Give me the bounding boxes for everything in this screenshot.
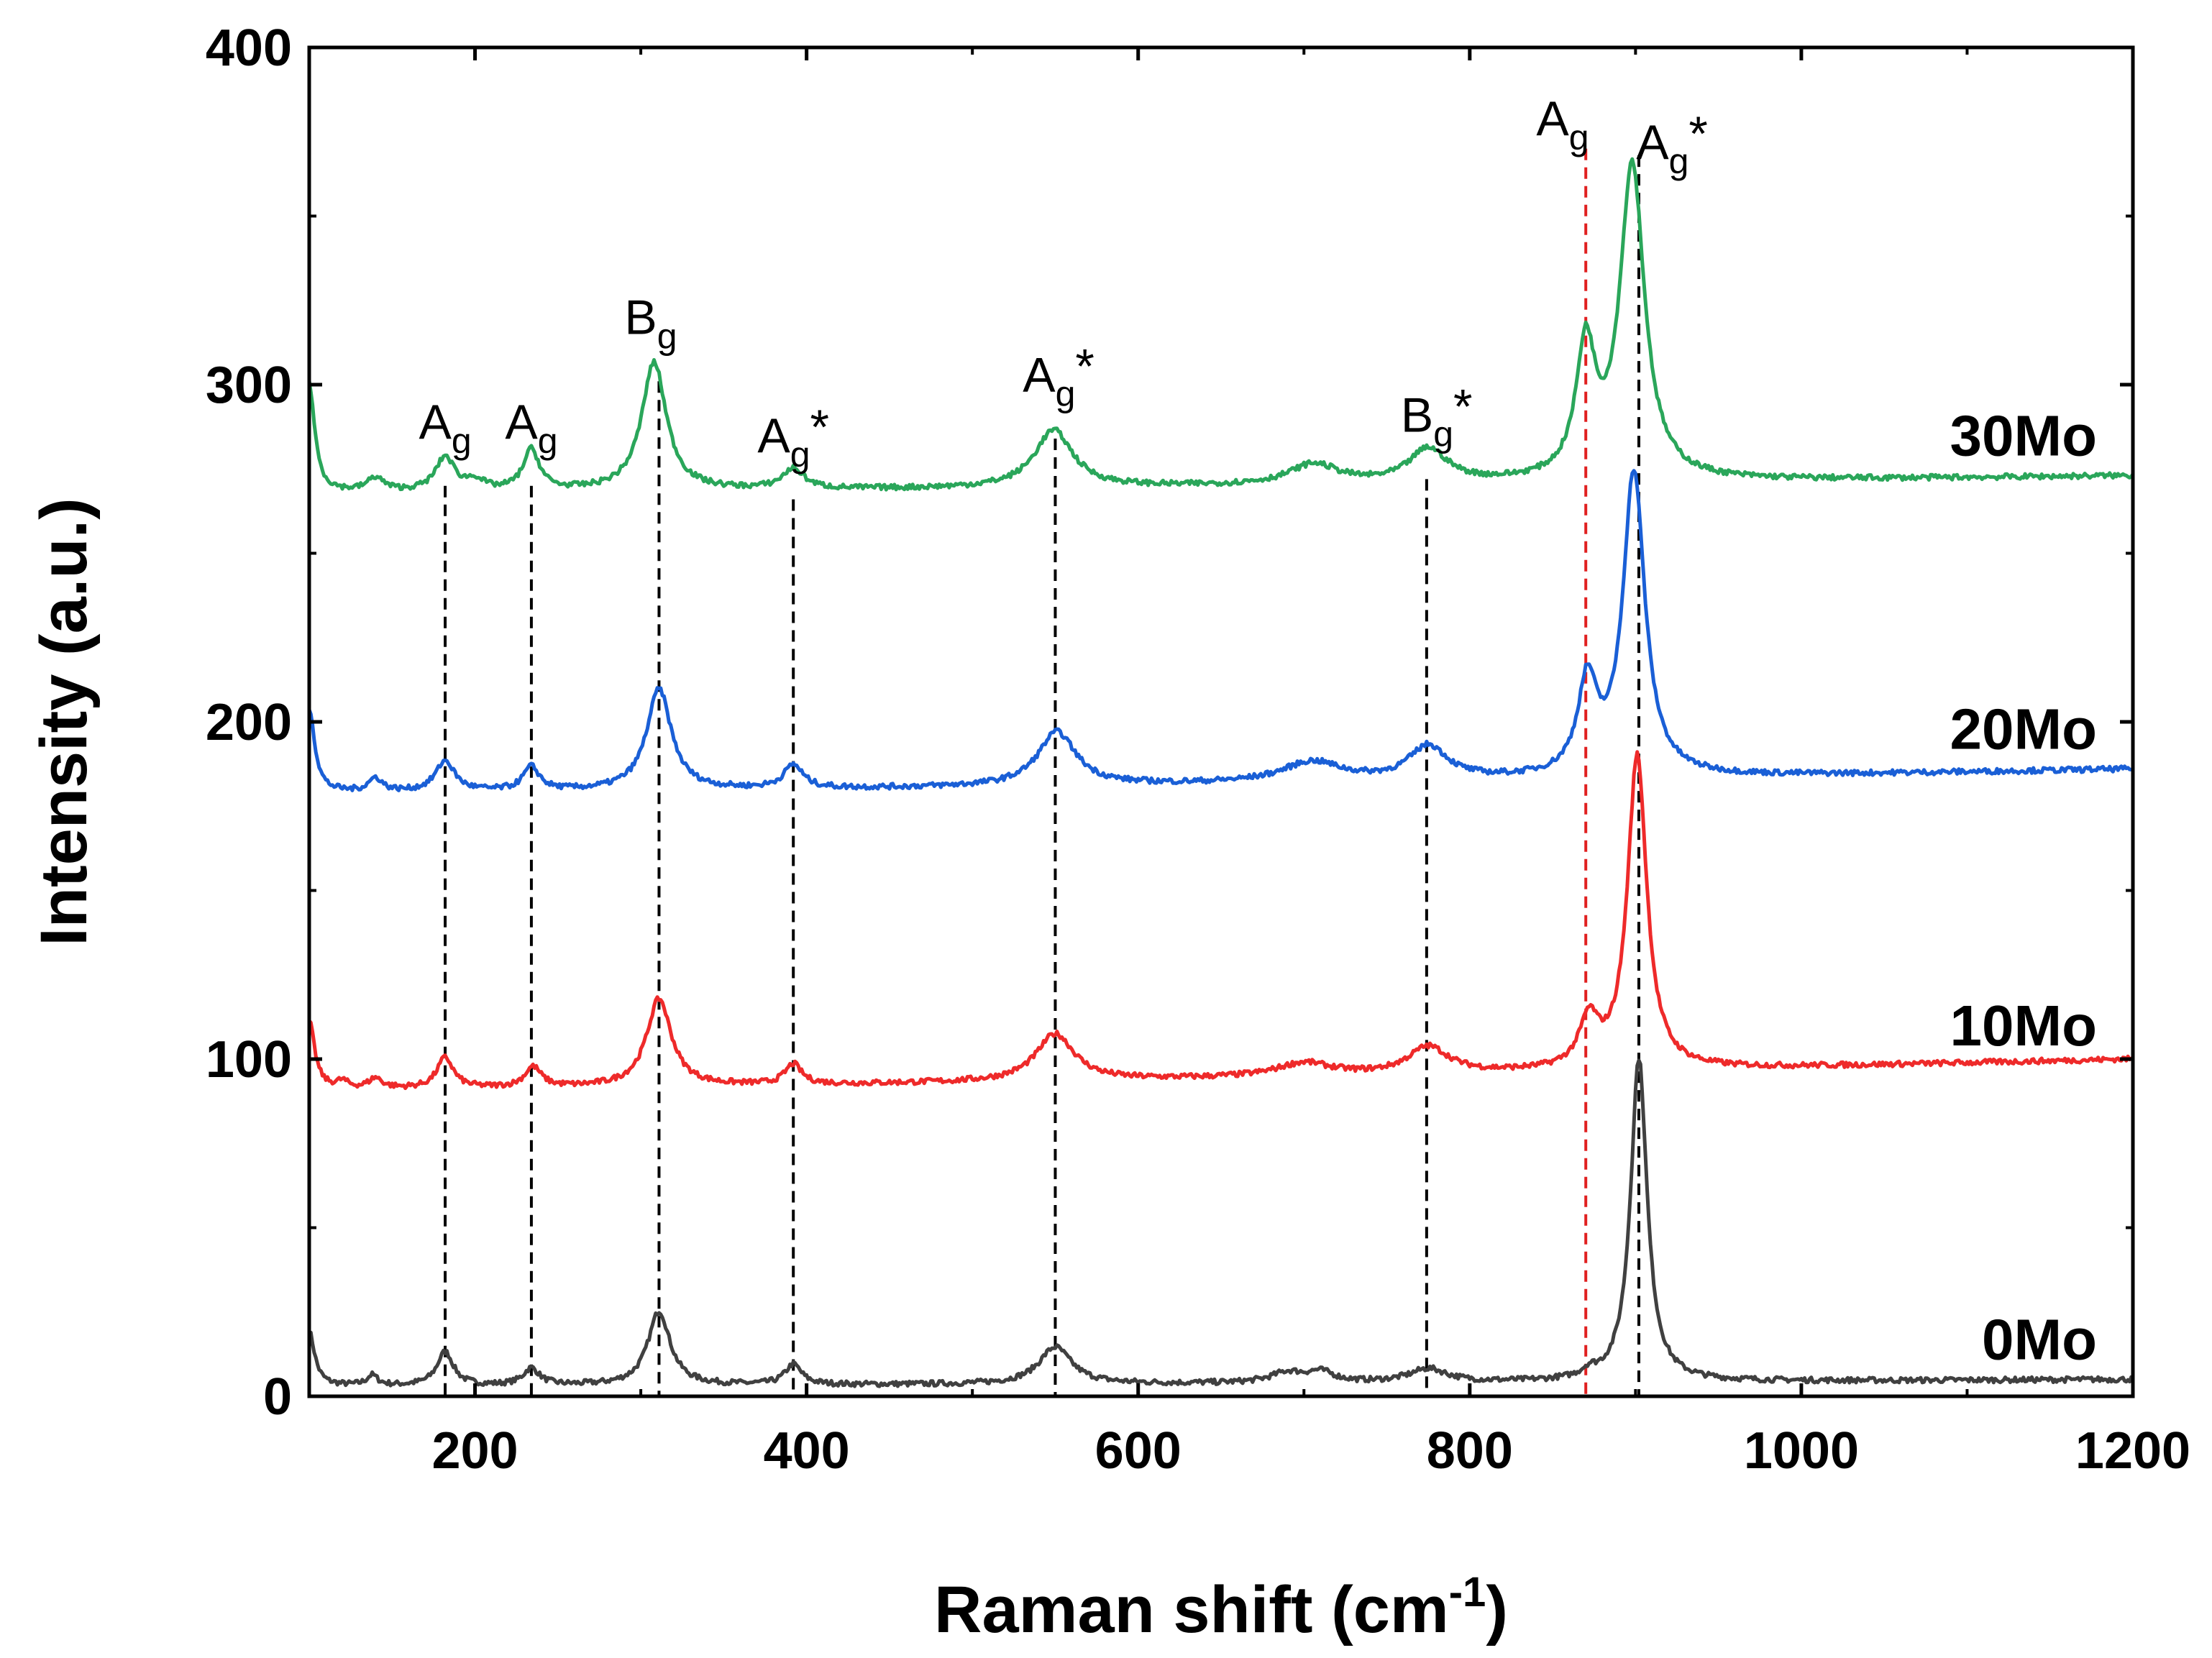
peak-label-7: Ag* (1636, 106, 1708, 181)
peak-label-subscript: g (538, 421, 558, 461)
series-label-0Mo: 0Mo (1982, 1307, 2097, 1371)
y-tick-label-200: 200 (206, 694, 292, 751)
x-tick-label-200: 200 (431, 1422, 518, 1480)
peak-label-5: Bg* (1401, 380, 1473, 454)
peak-label-star: * (810, 400, 829, 454)
series-label-20Mo: 20Mo (1950, 697, 2098, 761)
series-label-30Mo: 30Mo (1950, 403, 2098, 467)
series-line-10Mo (308, 750, 2134, 1091)
x-axis-title-main: Raman shift (cm (934, 1573, 1449, 1646)
peak-label-base: B (1401, 388, 1433, 443)
x-tick-label-600: 600 (1095, 1422, 1182, 1480)
peak-label-4: Ag* (1023, 339, 1094, 413)
y-axis-title: Intensity (a.u.) (27, 498, 101, 946)
peak-label-base: A (1536, 91, 1569, 146)
peak-label-base: A (757, 408, 790, 463)
x-axis-title-superscript: -1 (1449, 1569, 1486, 1616)
peak-label-6: Ag (1536, 91, 1589, 157)
peak-label-base: B (624, 290, 657, 345)
peak-label-2: Bg (624, 290, 677, 357)
y-tick-label-100: 100 (206, 1031, 292, 1089)
x-tick-label-1200: 1200 (2075, 1422, 2190, 1480)
peak-label-star: * (1688, 106, 1707, 161)
peak-label-base: A (419, 395, 452, 449)
x-tick-label-800: 800 (1427, 1422, 1513, 1480)
peak-label-star: * (1453, 380, 1472, 434)
x-axis-title-close: ) (1486, 1573, 1508, 1646)
peak-label-subscript: g (1569, 117, 1589, 157)
peak-label-base: A (1636, 115, 1669, 170)
peak-label-subscript: g (1056, 373, 1076, 413)
series-line-0Mo (308, 1058, 2134, 1388)
y-tick-label-400: 400 (206, 19, 292, 77)
peak-label-base: A (1023, 347, 1056, 402)
series-line-20Mo (307, 469, 2134, 792)
x-tick-label-400: 400 (764, 1422, 850, 1480)
x-tick-label-1000: 1000 (1744, 1422, 1859, 1480)
peak-label-subscript: g (790, 434, 810, 475)
peak-label-subscript: g (1669, 141, 1689, 181)
peak-label-base: A (505, 395, 538, 449)
peak-label-subscript: g (452, 421, 472, 461)
peak-label-star: * (1075, 339, 1094, 393)
y-tick-label-300: 300 (206, 357, 292, 414)
peak-label-3: Ag* (757, 400, 829, 475)
peak-label-0: Ag (419, 395, 471, 461)
peak-label-1: Ag (505, 395, 557, 461)
series-line-30Mo (307, 157, 2135, 492)
peak-label-subscript: g (657, 316, 677, 357)
peak-label-subscript: g (1433, 414, 1453, 454)
y-tick-label-0: 0 (263, 1368, 292, 1426)
series-label-10Mo: 10Mo (1950, 994, 2098, 1058)
x-axis-title: Raman shift (cm-1) (934, 1569, 1508, 1646)
plot-frame (307, 45, 2135, 1398)
